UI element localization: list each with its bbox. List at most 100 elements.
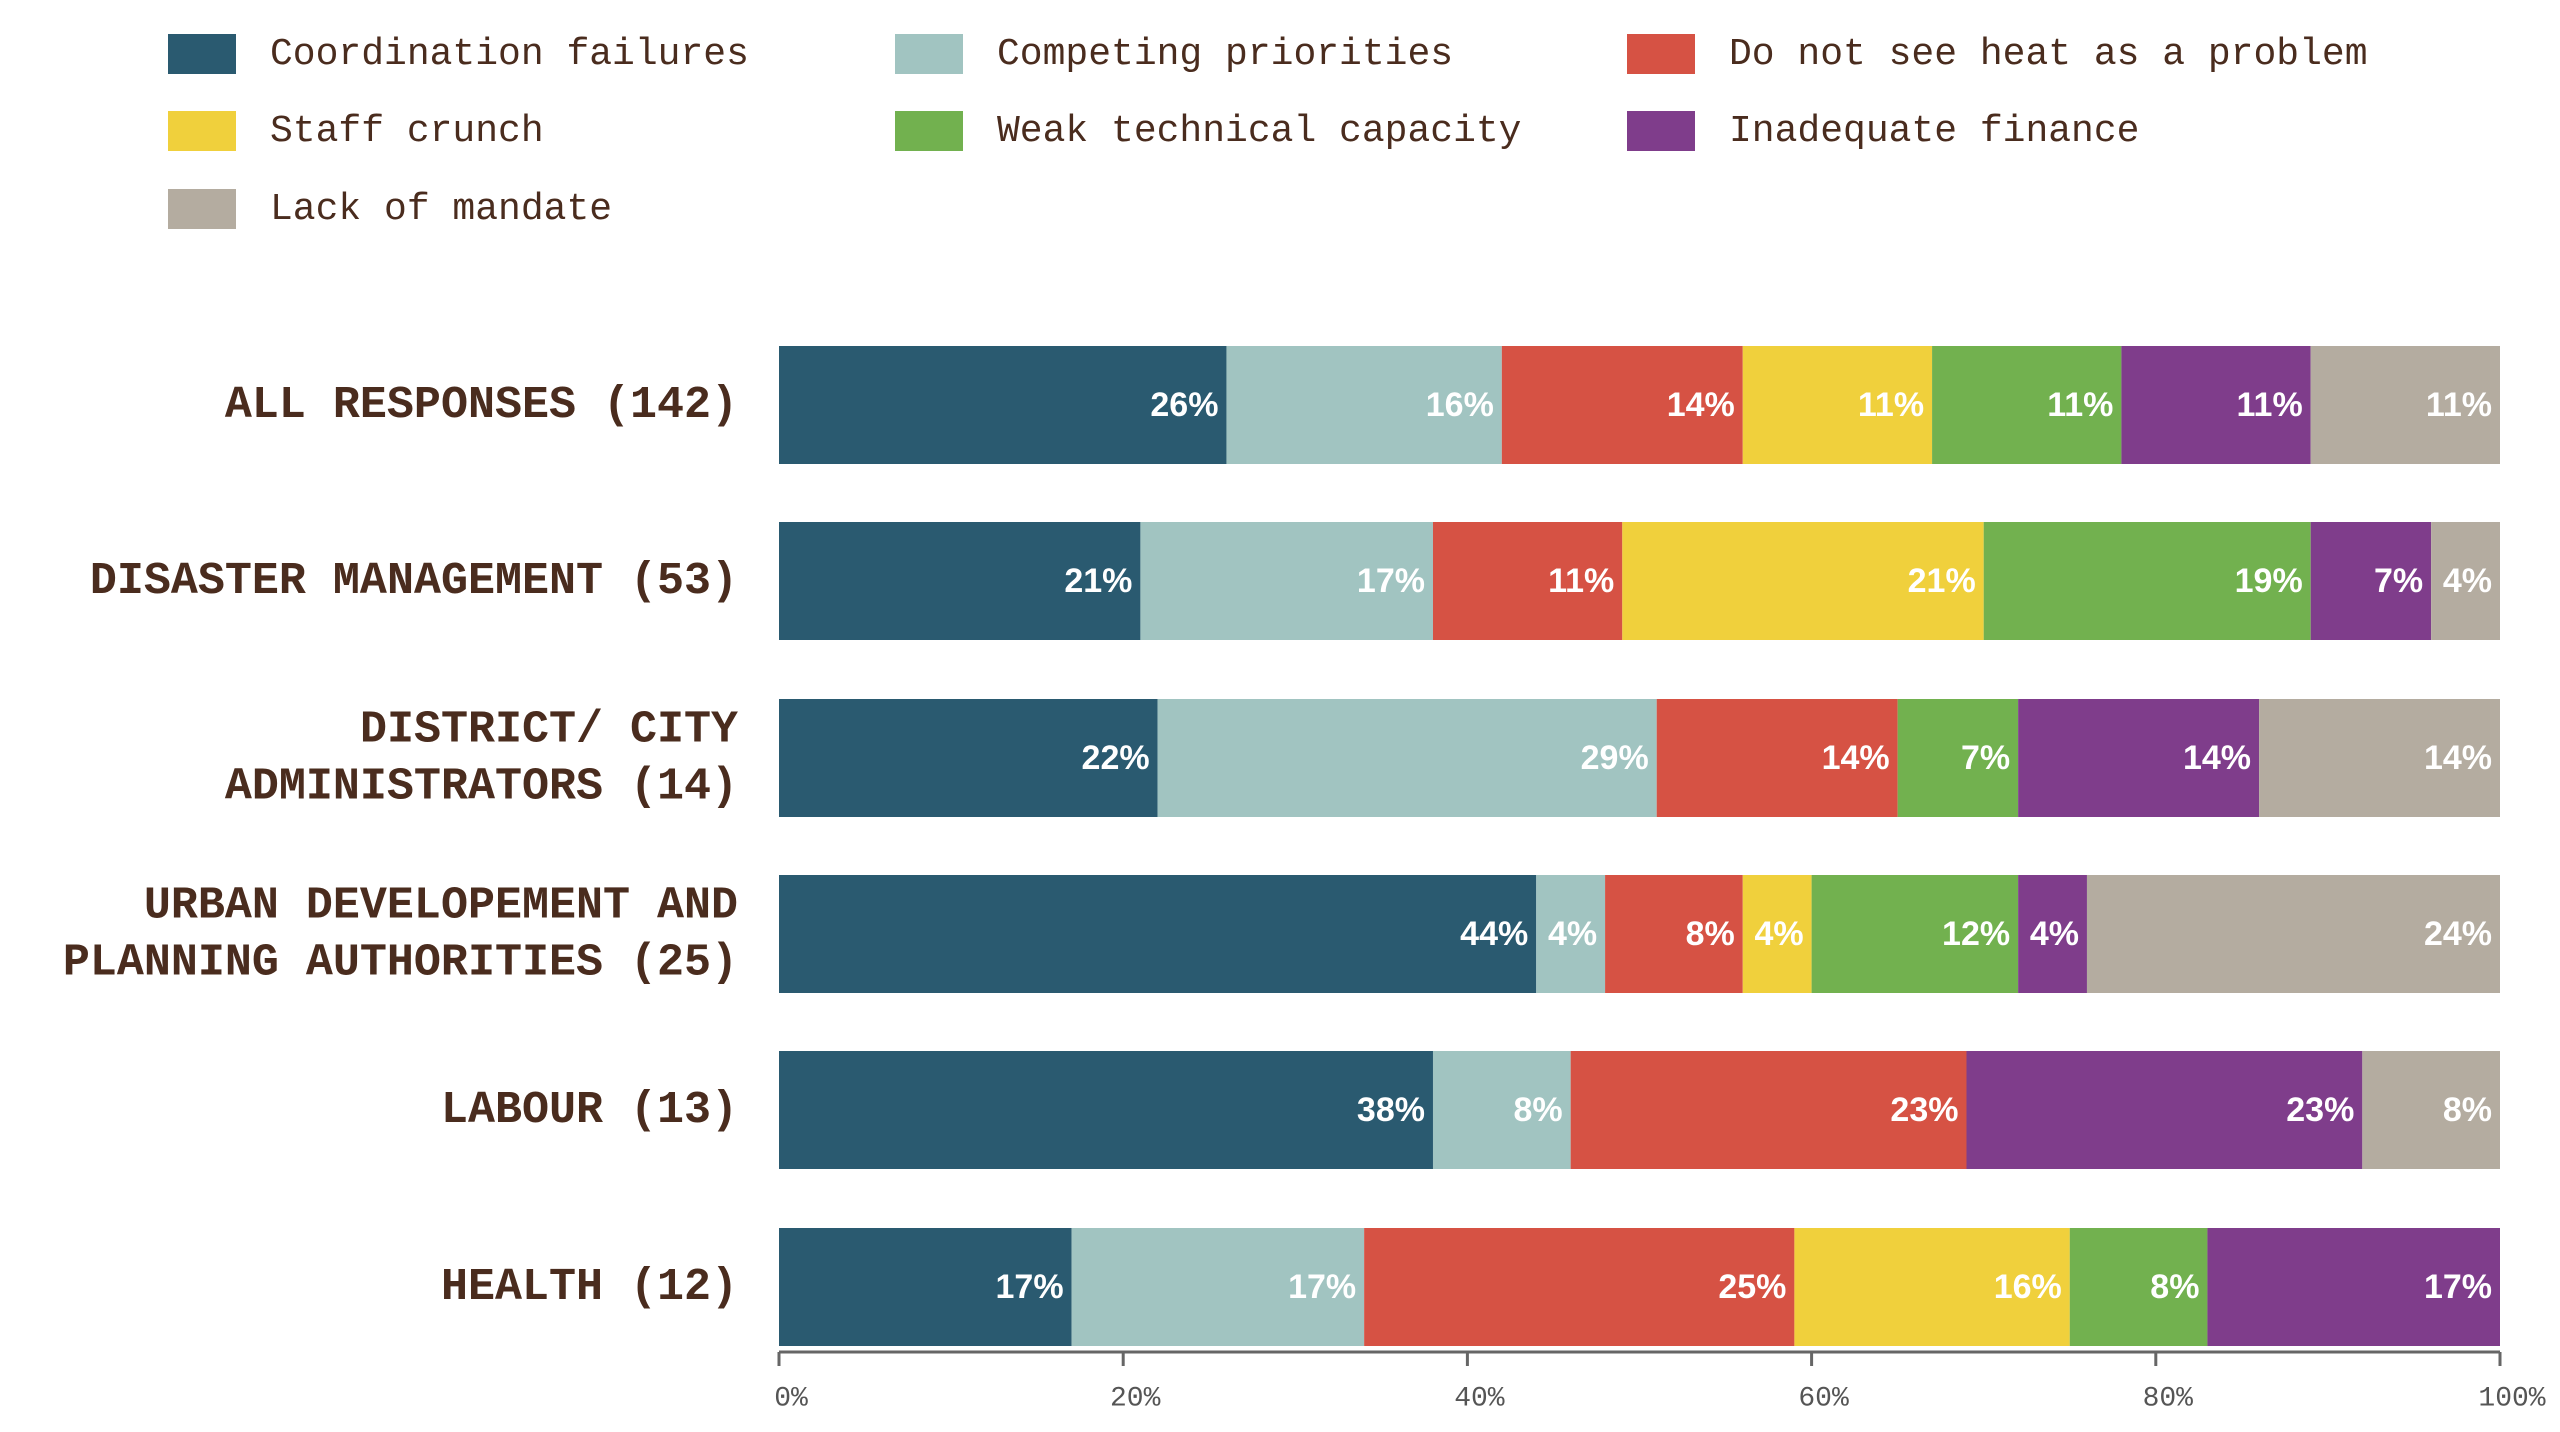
bar-segment — [1501, 346, 1743, 464]
value-label: 14% — [1667, 386, 1735, 424]
value-label: 14% — [2424, 739, 2492, 777]
bar-segment — [2018, 699, 2260, 817]
value-label: 4% — [1548, 915, 1597, 953]
category-label: ADMINISTRATORS (14) — [225, 761, 738, 812]
bar-segment — [1071, 1228, 1365, 1346]
x-tick-label: 0% — [774, 1383, 808, 1414]
bar-segment — [1157, 699, 1657, 817]
value-label: 11% — [2237, 386, 2303, 424]
value-label: 17% — [996, 1268, 1064, 1306]
legend-swatch — [895, 111, 963, 151]
value-label: 8% — [1686, 915, 1735, 953]
bar-segment — [2069, 1228, 2208, 1346]
bar-segment — [1605, 875, 1743, 993]
value-label: 23% — [1890, 1091, 1958, 1129]
category-label: ALL RESPONSES (142) — [225, 380, 738, 431]
bar-segment — [1570, 1051, 1967, 1169]
legend-label: Inadequate finance — [1729, 110, 2139, 153]
value-label: 29% — [1581, 739, 1649, 777]
value-label: 11% — [2047, 386, 2113, 424]
bar-segment — [1742, 875, 1812, 993]
bar-segment — [1932, 346, 2122, 464]
bar-segment — [1983, 522, 2311, 640]
bar-segment — [2259, 699, 2500, 817]
value-label: 14% — [1822, 739, 1890, 777]
bar-segment — [2207, 1228, 2500, 1346]
value-label: 12% — [1942, 915, 2010, 953]
legend-label: Staff crunch — [270, 110, 544, 153]
bar-segment — [1811, 875, 2019, 993]
value-label: 23% — [2286, 1091, 2354, 1129]
category-label: HEALTH (12) — [441, 1262, 738, 1313]
bar-segment — [779, 522, 1141, 640]
legend-swatch — [895, 34, 963, 74]
value-label: 17% — [1357, 562, 1425, 600]
x-tick-label: 20% — [1110, 1383, 1161, 1414]
value-label: 7% — [1961, 739, 2010, 777]
value-label: 44% — [1460, 915, 1528, 953]
legend-label: Coordination failures — [270, 33, 749, 76]
bar-segment — [1226, 346, 1502, 464]
category-label: DISTRICT/ CITY — [360, 704, 738, 755]
legend-swatch — [168, 111, 236, 151]
value-label: 16% — [1994, 1268, 2062, 1306]
value-label: 7% — [2374, 562, 2423, 600]
bar-segment — [2121, 346, 2311, 464]
x-tick-label: 40% — [1454, 1383, 1505, 1414]
bar-segment — [1656, 699, 1898, 817]
value-label: 4% — [2443, 562, 2492, 600]
value-label: 4% — [2030, 915, 2079, 953]
bar-segment — [1432, 522, 1623, 640]
bar-segment — [779, 1228, 1072, 1346]
x-tick-label: 100% — [2478, 1383, 2545, 1414]
legend-swatch — [168, 189, 236, 229]
bar-segment — [2310, 522, 2432, 640]
value-label: 4% — [1754, 915, 1803, 953]
category-label: LABOUR (13) — [441, 1085, 738, 1136]
category-label: PLANNING AUTHORITIES (25) — [63, 937, 738, 988]
bar-segment — [779, 346, 1227, 464]
legend-swatch — [1627, 34, 1695, 74]
bar-segment — [1536, 875, 1606, 993]
bar-segment — [2310, 346, 2500, 464]
value-label: 11% — [1548, 562, 1614, 600]
value-label: 25% — [1718, 1268, 1786, 1306]
legend-swatch — [1627, 111, 1695, 151]
category-label: DISASTER MANAGEMENT (53) — [90, 556, 738, 607]
category-label: URBAN DEVELOPEMENT AND — [144, 880, 738, 931]
value-label: 11% — [2426, 386, 2492, 424]
bar-segment — [779, 875, 1537, 993]
value-label: 22% — [1082, 739, 1150, 777]
value-label: 16% — [1426, 386, 1494, 424]
x-tick-label: 60% — [1798, 1383, 1849, 1414]
bar-segment — [2086, 875, 2500, 993]
value-label: 24% — [2424, 915, 2492, 953]
value-label: 14% — [2183, 739, 2251, 777]
bar-segment — [1622, 522, 1984, 640]
value-label: 8% — [1514, 1091, 1563, 1129]
bar-segment — [779, 699, 1158, 817]
bar-segment — [2431, 522, 2500, 640]
value-label: 11% — [1858, 386, 1924, 424]
value-label: 8% — [2443, 1091, 2492, 1129]
x-tick-label: 80% — [2143, 1383, 2194, 1414]
value-label: 38% — [1357, 1091, 1425, 1129]
value-label: 21% — [1064, 562, 1132, 600]
value-label: 17% — [1288, 1268, 1356, 1306]
bar-segment — [1140, 522, 1433, 640]
value-label: 8% — [2150, 1268, 2199, 1306]
legend-label: Lack of mandate — [270, 188, 612, 231]
bar-segment — [1742, 346, 1933, 464]
value-label: 21% — [1908, 562, 1976, 600]
bar-segment — [1897, 699, 2019, 817]
value-label: 19% — [2235, 562, 2303, 600]
legend-swatch — [168, 34, 236, 74]
value-label: 17% — [2424, 1268, 2492, 1306]
bar-segment — [2362, 1051, 2500, 1169]
legend-label: Do not see heat as a problem — [1729, 33, 2368, 76]
bar-segment — [1966, 1051, 2363, 1169]
legend-label: Competing priorities — [997, 33, 1453, 76]
bar-segment — [1364, 1228, 1795, 1346]
bar-segment — [2018, 875, 2087, 993]
